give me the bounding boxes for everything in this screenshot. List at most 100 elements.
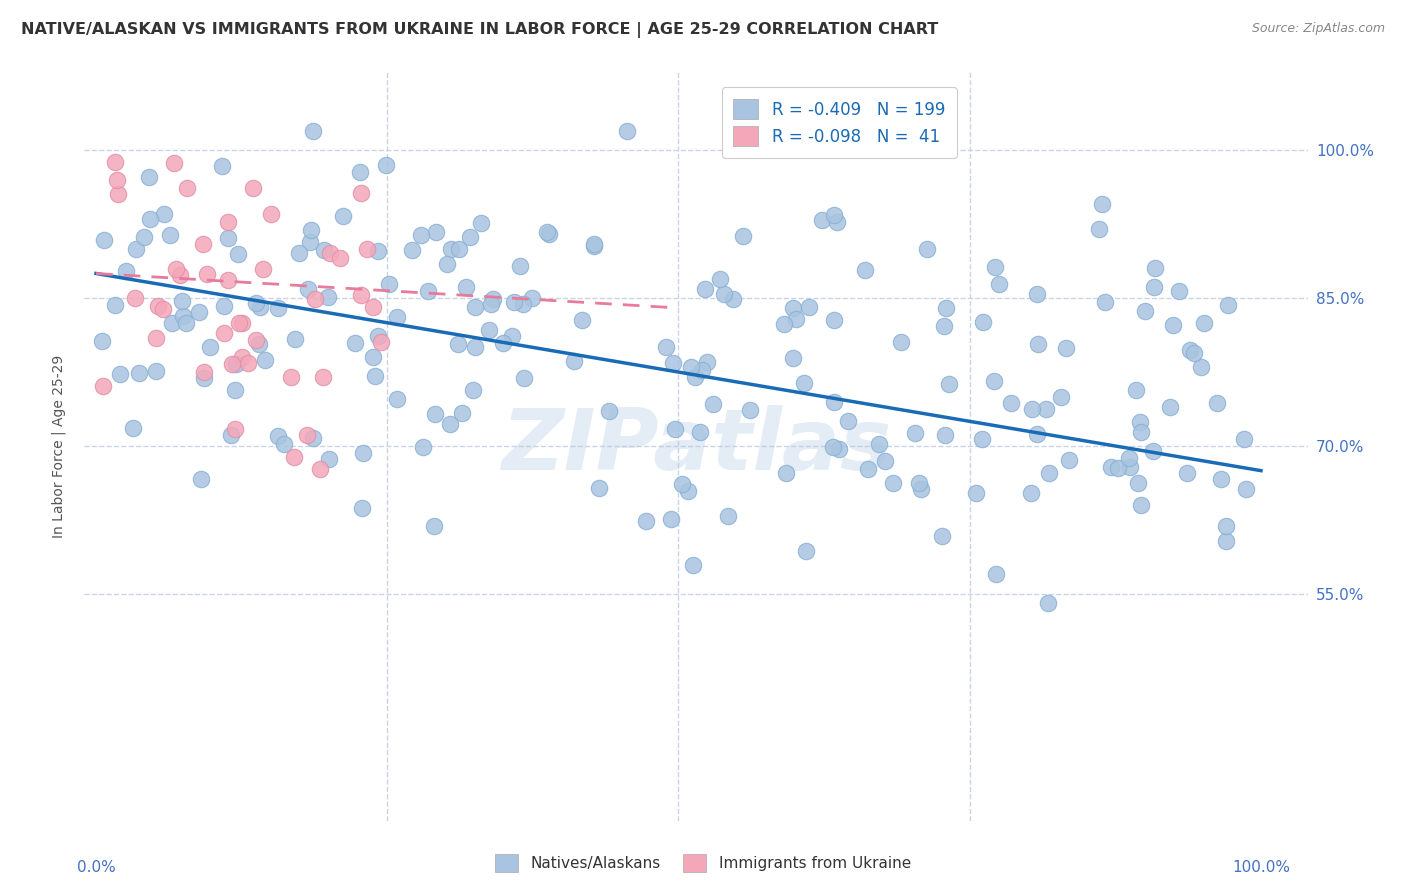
Point [401,243,423,257]
Point [217,215,239,229]
Point [502,294,524,309]
Point [464,340,486,354]
Point [1035,401,1057,416]
Point [1206,396,1229,410]
Point [260,207,283,221]
Point [217,231,239,245]
Point [1036,596,1059,610]
Point [350,501,373,516]
Point [332,209,354,223]
Point [1159,401,1181,415]
Point [352,446,374,460]
Point [1118,450,1140,465]
Point [125,243,148,257]
Point [172,310,194,324]
Point [387,310,409,325]
Point [1087,222,1109,236]
Point [316,290,339,304]
Point [775,467,797,481]
Text: 100.0%: 100.0% [1232,860,1289,875]
Point [273,437,295,451]
Point [717,508,740,523]
Point [288,246,311,260]
Point [662,356,685,370]
Point [191,236,214,251]
Point [190,472,212,486]
Point [696,355,718,369]
Y-axis label: In Labor Force | Age 25-29: In Labor Force | Age 25-29 [51,354,66,538]
Point [245,334,267,348]
Point [868,437,890,451]
Point [228,316,250,330]
Point [299,223,322,237]
Point [598,403,620,417]
Point [664,422,686,436]
Point [378,277,401,292]
Point [145,331,167,345]
Point [217,273,239,287]
Point [1130,498,1153,512]
Point [794,544,817,558]
Point [823,313,845,327]
Point [1130,425,1153,439]
Point [224,383,246,397]
Point [934,318,956,333]
Point [91,379,114,393]
Point [104,154,127,169]
Point [107,187,129,202]
Point [1144,260,1167,275]
Point [1057,452,1080,467]
Point [280,370,302,384]
Point [449,242,471,256]
Point [938,376,960,391]
Point [689,425,711,439]
Point [811,213,834,227]
Point [678,483,700,498]
Point [409,227,432,242]
Point [172,293,194,308]
Point [343,336,366,351]
Point [910,482,932,496]
Point [636,514,658,528]
Point [267,301,290,315]
Point [145,364,167,378]
Point [690,363,713,377]
Point [731,228,754,243]
Point [509,259,531,273]
Point [1215,518,1237,533]
Point [492,335,515,350]
Point [425,407,447,421]
Point [304,292,326,306]
Point [1161,318,1184,333]
Point [562,354,585,368]
Point [447,337,470,351]
Point [659,512,682,526]
Point [1209,471,1232,485]
Point [422,518,444,533]
Point [482,292,505,306]
Point [537,227,560,242]
Point [904,425,927,440]
Point [931,529,953,543]
Point [152,207,174,221]
Point [693,281,716,295]
Point [709,272,731,286]
Point [219,428,242,442]
Point [139,212,162,227]
Point [193,365,215,379]
Point [242,181,264,195]
Point [267,428,290,442]
Point [318,452,340,467]
Point [1094,294,1116,309]
Point [283,450,305,465]
Point [785,311,807,326]
Point [238,356,260,370]
Point [1099,459,1122,474]
Point [934,427,956,442]
Point [297,282,319,296]
Point [1143,279,1166,293]
Text: NATIVE/ALASKAN VS IMMIGRANTS FROM UKRAINE IN LABOR FORCE | AGE 25-29 CORRELATION: NATIVE/ALASKAN VS IMMIGRANTS FROM UKRAIN… [21,22,938,38]
Point [793,376,815,391]
Point [456,280,478,294]
Text: Source: ZipAtlas.com: Source: ZipAtlas.com [1251,22,1385,36]
